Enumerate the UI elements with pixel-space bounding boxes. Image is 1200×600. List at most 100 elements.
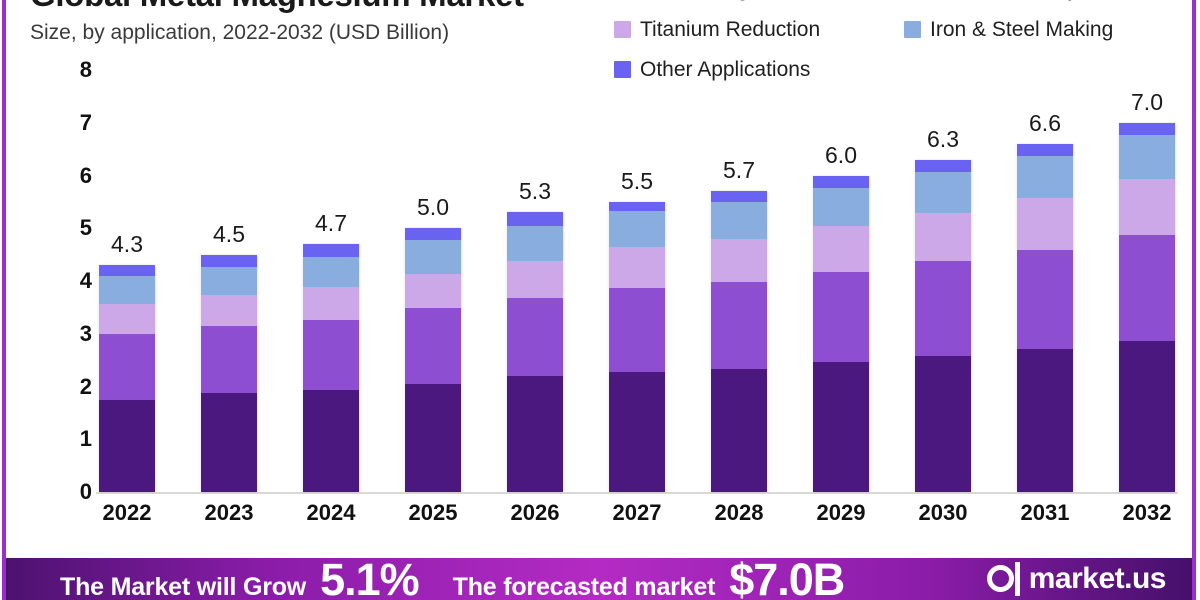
legend-swatch-icon (614, 60, 631, 78)
legend-label: Other Applications (640, 57, 811, 81)
bar-segment[interactable] (609, 246, 665, 288)
bar-group[interactable]: 4.3 (96, 70, 158, 492)
bar-segment[interactable] (201, 393, 257, 492)
bar-stack[interactable] (507, 212, 563, 492)
bar-segment[interactable] (507, 226, 563, 261)
bar-segment[interactable] (915, 172, 971, 213)
bar-stack[interactable] (303, 244, 359, 492)
bar-segment[interactable] (1017, 198, 1073, 251)
x-axis-tick: 2027 (612, 500, 662, 525)
bar-segment[interactable] (609, 211, 665, 247)
bar-segment[interactable] (1017, 143, 1073, 157)
bar-segment[interactable] (303, 389, 359, 492)
bar-segment[interactable] (1119, 134, 1175, 179)
legend-item-die-casting[interactable]: Die Casting (614, 0, 904, 2)
bar-stack[interactable] (201, 254, 257, 492)
x-axis-tick: 2022 (102, 500, 152, 525)
frame-border-left (2, 0, 6, 600)
bar-group[interactable]: 4.7 (300, 70, 362, 492)
bar-total-label: 5.5 (621, 167, 653, 194)
legend-item-titanium-reduction[interactable]: Titanium Reduction (614, 16, 904, 42)
bar-stack[interactable] (1017, 143, 1073, 492)
bar-total-label: 6.6 (1029, 109, 1061, 136)
bar-segment[interactable] (813, 226, 869, 273)
bar-group[interactable]: 7.0 (1116, 70, 1178, 492)
bar-segment[interactable] (201, 326, 257, 394)
bar-segment[interactable] (711, 282, 767, 369)
bar-stack[interactable] (405, 228, 461, 492)
bar-segment[interactable] (507, 260, 563, 298)
legend-item-other-applications[interactable]: Other Applications (614, 56, 904, 82)
bar-segment[interactable] (99, 303, 155, 335)
bar-segment[interactable] (609, 201, 665, 212)
bar-segment[interactable] (1119, 178, 1175, 236)
bar-group[interactable]: 5.0 (402, 70, 464, 492)
bar-segment[interactable] (201, 254, 257, 267)
legend-item-iron-steel-making[interactable]: Iron & Steel Making (904, 16, 1192, 42)
bar-stack[interactable] (609, 201, 665, 492)
bar-group[interactable]: 4.5 (198, 70, 260, 492)
bar-segment[interactable] (711, 191, 767, 203)
bar-stack[interactable] (711, 191, 767, 492)
bar-segment[interactable] (711, 239, 767, 283)
bar-group[interactable]: 6.3 (912, 70, 974, 492)
bar-segment[interactable] (99, 276, 155, 304)
bar-stack[interactable] (1119, 122, 1175, 492)
bar-segment[interactable] (915, 261, 971, 356)
bar-segment[interactable] (1017, 156, 1073, 199)
bar-segment[interactable] (609, 371, 665, 492)
bar-stack[interactable] (99, 265, 155, 492)
bar-segment[interactable] (405, 307, 461, 384)
bar-segment[interactable] (99, 399, 155, 492)
bar-segment[interactable] (1017, 349, 1073, 492)
bar-segment[interactable] (507, 376, 563, 492)
bar-stack[interactable] (813, 175, 869, 492)
bar-segment[interactable] (303, 319, 359, 390)
frame-border-right (1192, 0, 1196, 600)
bar-segment[interactable] (609, 287, 665, 372)
bar-segment[interactable] (813, 175, 869, 189)
chart-header: Global Metal Magnesium Market Size, by a… (6, 0, 1192, 80)
bar-segment[interactable] (813, 361, 869, 492)
bar-group[interactable]: 6.0 (810, 70, 872, 492)
y-axis-tick: 8 (79, 57, 92, 82)
bar-segment[interactable] (813, 188, 869, 227)
bar-segment[interactable] (1119, 122, 1175, 135)
bar-segment[interactable] (303, 286, 359, 320)
bar-segment[interactable] (201, 266, 257, 295)
bar-segment[interactable] (99, 334, 155, 400)
bar-segment[interactable] (915, 355, 971, 492)
bar-segment[interactable] (405, 273, 461, 308)
bar-segment[interactable] (303, 244, 359, 257)
brand-logo[interactable]: market.us (986, 562, 1167, 596)
bar-group[interactable]: 5.5 (606, 70, 668, 492)
bar-segment[interactable] (405, 383, 461, 492)
bar-segment[interactable] (1017, 250, 1073, 350)
y-axis-tick: 3 (79, 320, 92, 346)
bar-segment[interactable] (303, 256, 359, 287)
bar-segment[interactable] (915, 159, 971, 173)
bar-segment[interactable] (507, 297, 563, 377)
bar-segment[interactable] (711, 202, 767, 240)
chart-subtitle: Size, by application, 2022-2032 (USD Bil… (30, 20, 450, 44)
bar-segment[interactable] (99, 265, 155, 277)
bar-group[interactable]: 6.6 (1014, 70, 1076, 492)
bar-total-label: 6.0 (825, 141, 857, 168)
y-axis-tick: 7 (79, 109, 92, 135)
bar-segment[interactable] (405, 240, 461, 274)
bar-segment[interactable] (507, 212, 563, 227)
bar-segment[interactable] (1119, 340, 1175, 492)
bar-stack[interactable] (915, 159, 971, 492)
bar-segment[interactable] (1119, 235, 1175, 341)
legend-item-aluminium-alloy[interactable]: Aluminium Alloy (904, 0, 1192, 2)
bar-group[interactable]: 5.7 (708, 70, 770, 492)
bar-segment[interactable] (813, 272, 869, 362)
bar-segment[interactable] (915, 212, 971, 262)
bar-segment[interactable] (405, 228, 461, 241)
x-axis-tick: 2024 (306, 500, 356, 525)
legend-label: Titanium Reduction (640, 17, 821, 41)
bar-segment[interactable] (201, 294, 257, 327)
y-axis-tick: 1 (79, 426, 92, 452)
bar-group[interactable]: 5.3 (504, 70, 566, 492)
bar-segment[interactable] (711, 368, 767, 492)
